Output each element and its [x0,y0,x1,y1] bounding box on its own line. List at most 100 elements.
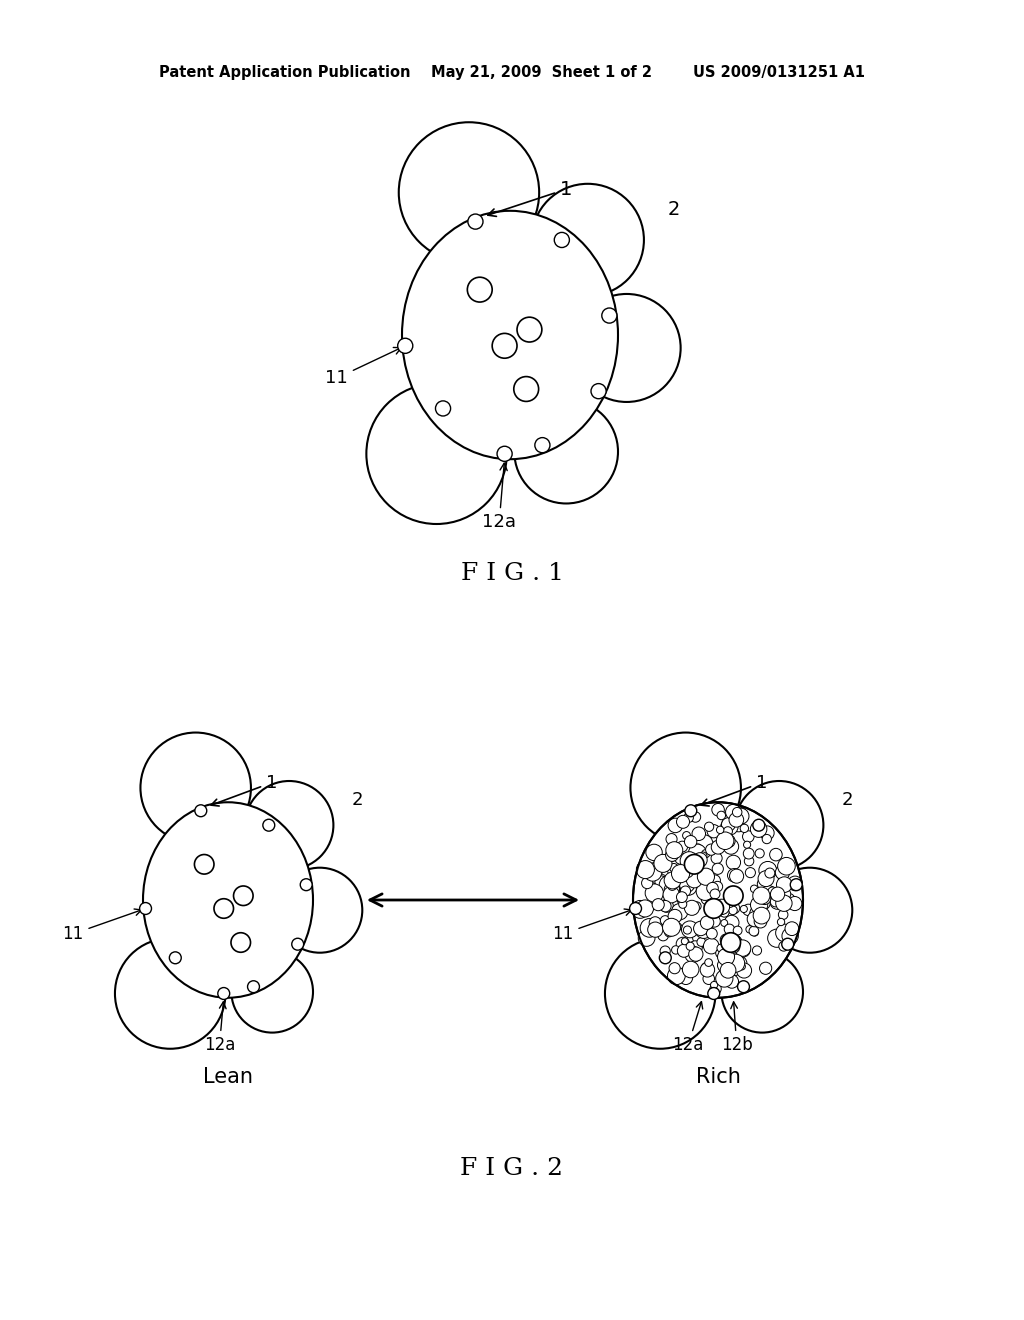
Circle shape [692,853,708,867]
Circle shape [722,834,735,847]
Circle shape [666,855,678,869]
Circle shape [717,826,724,834]
Circle shape [749,927,759,936]
Circle shape [493,334,517,358]
Circle shape [717,832,734,850]
Circle shape [683,927,691,935]
Circle shape [717,944,725,952]
Circle shape [668,968,685,985]
Circle shape [666,849,679,862]
Circle shape [710,875,721,886]
Circle shape [765,869,775,878]
Circle shape [535,438,550,453]
Circle shape [770,895,784,909]
Circle shape [775,924,794,941]
Circle shape [770,896,780,907]
Circle shape [733,808,749,824]
Text: 2: 2 [351,791,362,809]
Circle shape [195,854,214,874]
Text: 2: 2 [668,201,680,219]
Circle shape [663,919,681,936]
Circle shape [759,862,776,879]
Circle shape [740,906,748,912]
Circle shape [300,879,312,891]
Circle shape [677,841,688,851]
Circle shape [699,851,707,859]
Circle shape [721,950,803,1032]
Circle shape [743,841,751,849]
Circle shape [730,952,740,962]
Circle shape [652,899,665,911]
Text: 11: 11 [552,909,632,942]
Circle shape [713,882,723,892]
Circle shape [712,841,725,854]
Circle shape [514,400,618,503]
Circle shape [751,929,759,936]
Circle shape [732,807,748,822]
Circle shape [712,804,724,816]
Circle shape [680,871,687,878]
Circle shape [729,813,743,828]
Circle shape [685,869,693,878]
Circle shape [514,376,539,401]
Circle shape [692,855,700,863]
Circle shape [645,884,664,902]
Circle shape [672,945,680,954]
Circle shape [733,927,742,935]
Circle shape [720,935,732,946]
Circle shape [666,842,683,858]
Text: Rich: Rich [695,1067,740,1086]
Circle shape [685,946,701,962]
Circle shape [748,912,763,927]
Circle shape [700,880,717,896]
Circle shape [768,929,785,948]
Circle shape [692,902,701,911]
Circle shape [642,878,653,888]
Circle shape [707,882,718,894]
Circle shape [675,923,682,931]
Circle shape [701,962,713,973]
Circle shape [648,921,663,937]
Circle shape [718,958,732,973]
Circle shape [753,887,770,904]
Circle shape [665,928,674,937]
Circle shape [710,888,720,899]
Circle shape [651,925,659,935]
Circle shape [636,861,654,879]
Circle shape [759,898,770,909]
Circle shape [744,857,754,866]
Circle shape [731,956,746,972]
Circle shape [745,867,756,878]
Circle shape [140,733,251,843]
Circle shape [139,903,152,915]
Circle shape [705,958,713,966]
Circle shape [640,919,658,937]
Circle shape [248,981,259,993]
Circle shape [680,886,690,896]
Circle shape [736,964,752,978]
Circle shape [638,929,655,946]
Circle shape [292,939,304,950]
Circle shape [758,878,770,890]
Circle shape [694,843,702,851]
Circle shape [690,812,700,822]
Circle shape [716,948,725,958]
Circle shape [278,867,362,953]
Circle shape [679,972,692,985]
Circle shape [689,946,703,961]
Circle shape [263,820,274,832]
Circle shape [572,294,681,403]
Circle shape [751,896,768,913]
Circle shape [467,277,493,302]
Circle shape [631,900,649,919]
Circle shape [767,867,852,953]
Circle shape [694,834,713,853]
Circle shape [785,921,799,936]
Ellipse shape [633,803,803,998]
Circle shape [697,939,707,948]
Circle shape [768,887,778,898]
Circle shape [686,942,694,950]
Text: 12b: 12b [721,1002,753,1053]
Circle shape [715,899,729,915]
Text: 12a: 12a [204,1002,236,1053]
